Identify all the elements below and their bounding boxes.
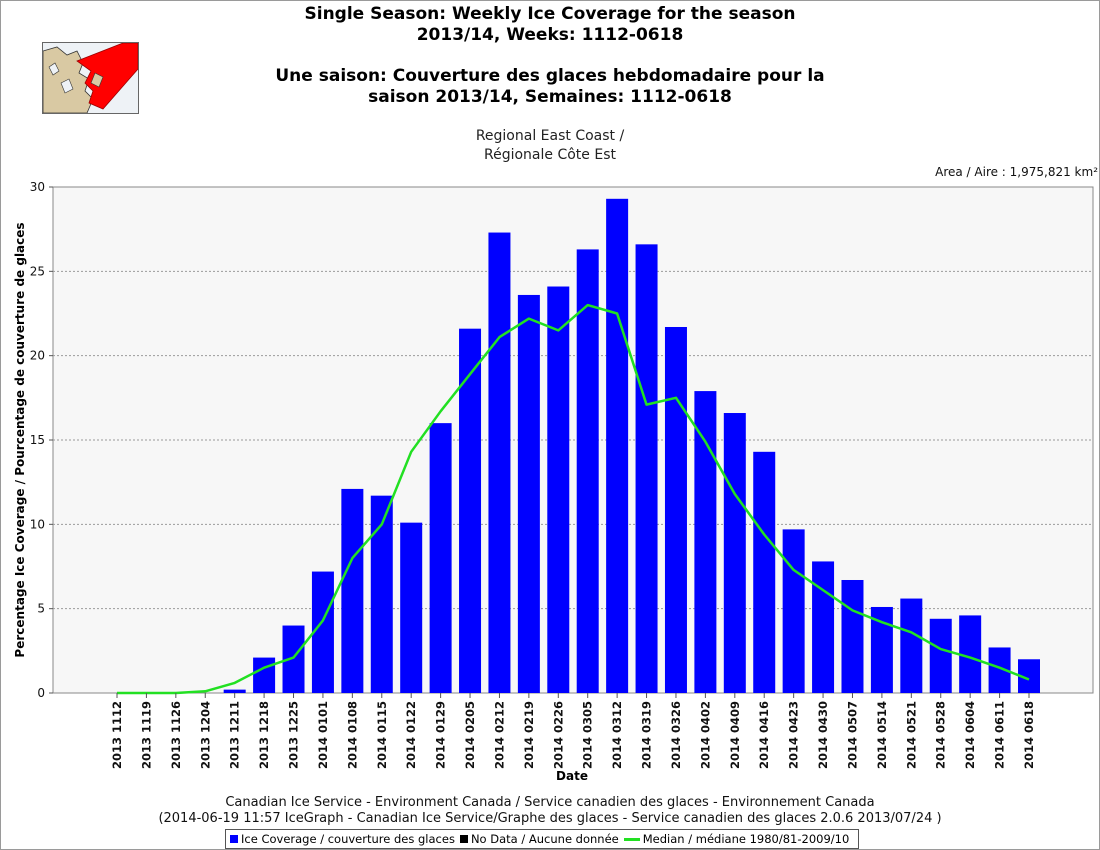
y-tick-label: 25 — [30, 264, 45, 278]
ice-coverage-bar — [694, 391, 717, 693]
ice-coverage-bar — [253, 657, 276, 693]
y-tick-label: 5 — [37, 602, 45, 616]
x-tick-label: 2014 0226 — [551, 701, 565, 769]
legend-nodata-label: No Data / Aucune donnée — [470, 832, 619, 846]
chart-title-fr-line2: saison 2013/14, Semaines: 1112-0618 — [368, 87, 732, 107]
chart-title-en-line1: Single Season: Weekly Ice Coverage for t… — [304, 4, 796, 24]
y-tick-label: 30 — [30, 180, 45, 194]
legend-no-data: No Data / Aucune donnée — [459, 832, 619, 846]
legend-ice-swatch — [230, 835, 238, 843]
x-tick-label: 2013 1126 — [169, 701, 183, 769]
legend-ice-label: Ice Coverage / couverture des glaces — [241, 832, 455, 846]
legend-nodata-swatch — [459, 835, 468, 843]
ice-coverage-bar — [929, 618, 952, 693]
x-tick-label: 2014 0122 — [404, 701, 418, 769]
ice-coverage-bar — [282, 625, 305, 693]
region-label-fr: Régionale Côte Est — [484, 147, 616, 163]
x-tick-label: 2014 0108 — [345, 701, 359, 769]
y-axis-label: Percentage Ice Coverage / Pourcentage de… — [13, 222, 27, 657]
chart-title-en-line2: 2013/14, Weeks: 1112-0618 — [416, 25, 684, 45]
ice-coverage-bar — [547, 286, 570, 693]
ice-coverage-bar — [870, 606, 893, 693]
chart-title-fr-line1: Une saison: Couverture des glaces hebdom… — [275, 66, 825, 86]
y-tick-label: 0 — [37, 686, 45, 700]
x-tick-label: 2013 1211 — [228, 701, 242, 769]
ice-coverage-bar — [223, 689, 246, 693]
ice-coverage-bar — [576, 249, 599, 693]
ice-coverage-bar — [753, 451, 776, 693]
x-tick-label: 2014 0423 — [787, 701, 801, 769]
ice-coverage-bar — [459, 328, 482, 693]
area-label: Area / Aire : 1,975,821 km² — [935, 165, 1098, 179]
x-tick-label: 2014 0219 — [522, 701, 536, 769]
x-tick-label: 2014 0521 — [904, 701, 918, 769]
ice-coverage-bar — [606, 198, 629, 693]
y-tick-label: 10 — [30, 517, 45, 531]
ice-coverage-bar — [635, 244, 658, 693]
ice-coverage-bar — [988, 647, 1011, 693]
ice-coverage-bar — [311, 571, 334, 693]
x-axis-label: Date — [556, 769, 588, 783]
x-tick-label: 2014 0205 — [463, 701, 477, 769]
x-tick-label: 2014 0212 — [492, 701, 506, 769]
x-tick-label: 2014 0618 — [1022, 701, 1036, 769]
legend-median: Median / médiane 1980/81-2009/10 — [623, 832, 850, 846]
median-line — [117, 303, 1030, 695]
x-tick-label: 2014 0319 — [640, 701, 654, 769]
x-tick-label: 2013 1204 — [198, 701, 212, 769]
legend-ice-coverage: Ice Coverage / couverture des glaces — [230, 832, 455, 846]
x-tick-label: 2013 1218 — [257, 701, 271, 769]
x-tick-label: 2014 0305 — [581, 701, 595, 769]
ice-coverage-bar — [782, 529, 805, 693]
ice-coverage-bar — [517, 294, 540, 693]
ice-coverage-bar — [341, 488, 364, 693]
ice-coverage-bar — [370, 495, 393, 693]
x-tick-label: 2013 1112 — [110, 701, 124, 769]
x-tick-label: 2014 0129 — [434, 701, 448, 769]
chart-legend: Ice Coverage / couverture des glaces No … — [225, 829, 860, 849]
ice-coverage-bar — [900, 598, 923, 693]
x-tick-label: 2014 0528 — [934, 701, 948, 769]
x-tick-label: 2014 0604 — [963, 701, 977, 769]
x-tick-label: 2014 0115 — [375, 701, 389, 769]
x-tick-label: 2014 0416 — [757, 701, 771, 769]
ice-coverage-bar — [664, 326, 687, 693]
ice-coverage-bar — [959, 615, 982, 693]
ice-coverage-bar — [400, 522, 423, 693]
ice-coverage-bar — [812, 561, 835, 693]
x-tick-label: 2014 0402 — [698, 701, 712, 769]
y-tick-label: 20 — [30, 349, 45, 363]
x-tick-label: 2014 0101 — [316, 701, 330, 769]
legend-median-label: Median / médiane 1980/81-2009/10 — [642, 832, 850, 846]
ice-coverage-bar — [1018, 659, 1040, 693]
x-tick-label: 2014 0409 — [728, 701, 742, 769]
footer-credit: Canadian Ice Service - Environment Canad… — [225, 795, 875, 810]
legend-median-swatch — [623, 837, 640, 841]
x-tick-label: 2013 1119 — [139, 701, 153, 769]
ice-coverage-bar — [429, 423, 452, 693]
y-tick-label: 15 — [30, 433, 45, 447]
ice-coverage-bar — [723, 413, 746, 693]
region-map-thumbnail — [42, 42, 139, 114]
x-tick-label: 2014 0514 — [875, 701, 889, 769]
footer-version: (2014-06-19 11:57 IceGraph - Canadian Ic… — [158, 811, 942, 826]
ice-coverage-bar — [841, 579, 864, 693]
region-label-en: Regional East Coast / — [475, 128, 625, 144]
x-tick-label: 2014 0326 — [669, 701, 683, 769]
ice-coverage-bar — [488, 232, 511, 694]
x-tick-label: 2014 0507 — [845, 701, 859, 769]
x-tick-label: 2013 1225 — [287, 701, 301, 769]
x-tick-label: 2014 0611 — [993, 701, 1007, 769]
x-tick-label: 2014 0430 — [816, 701, 830, 769]
x-tick-label: 2014 0312 — [610, 701, 624, 769]
